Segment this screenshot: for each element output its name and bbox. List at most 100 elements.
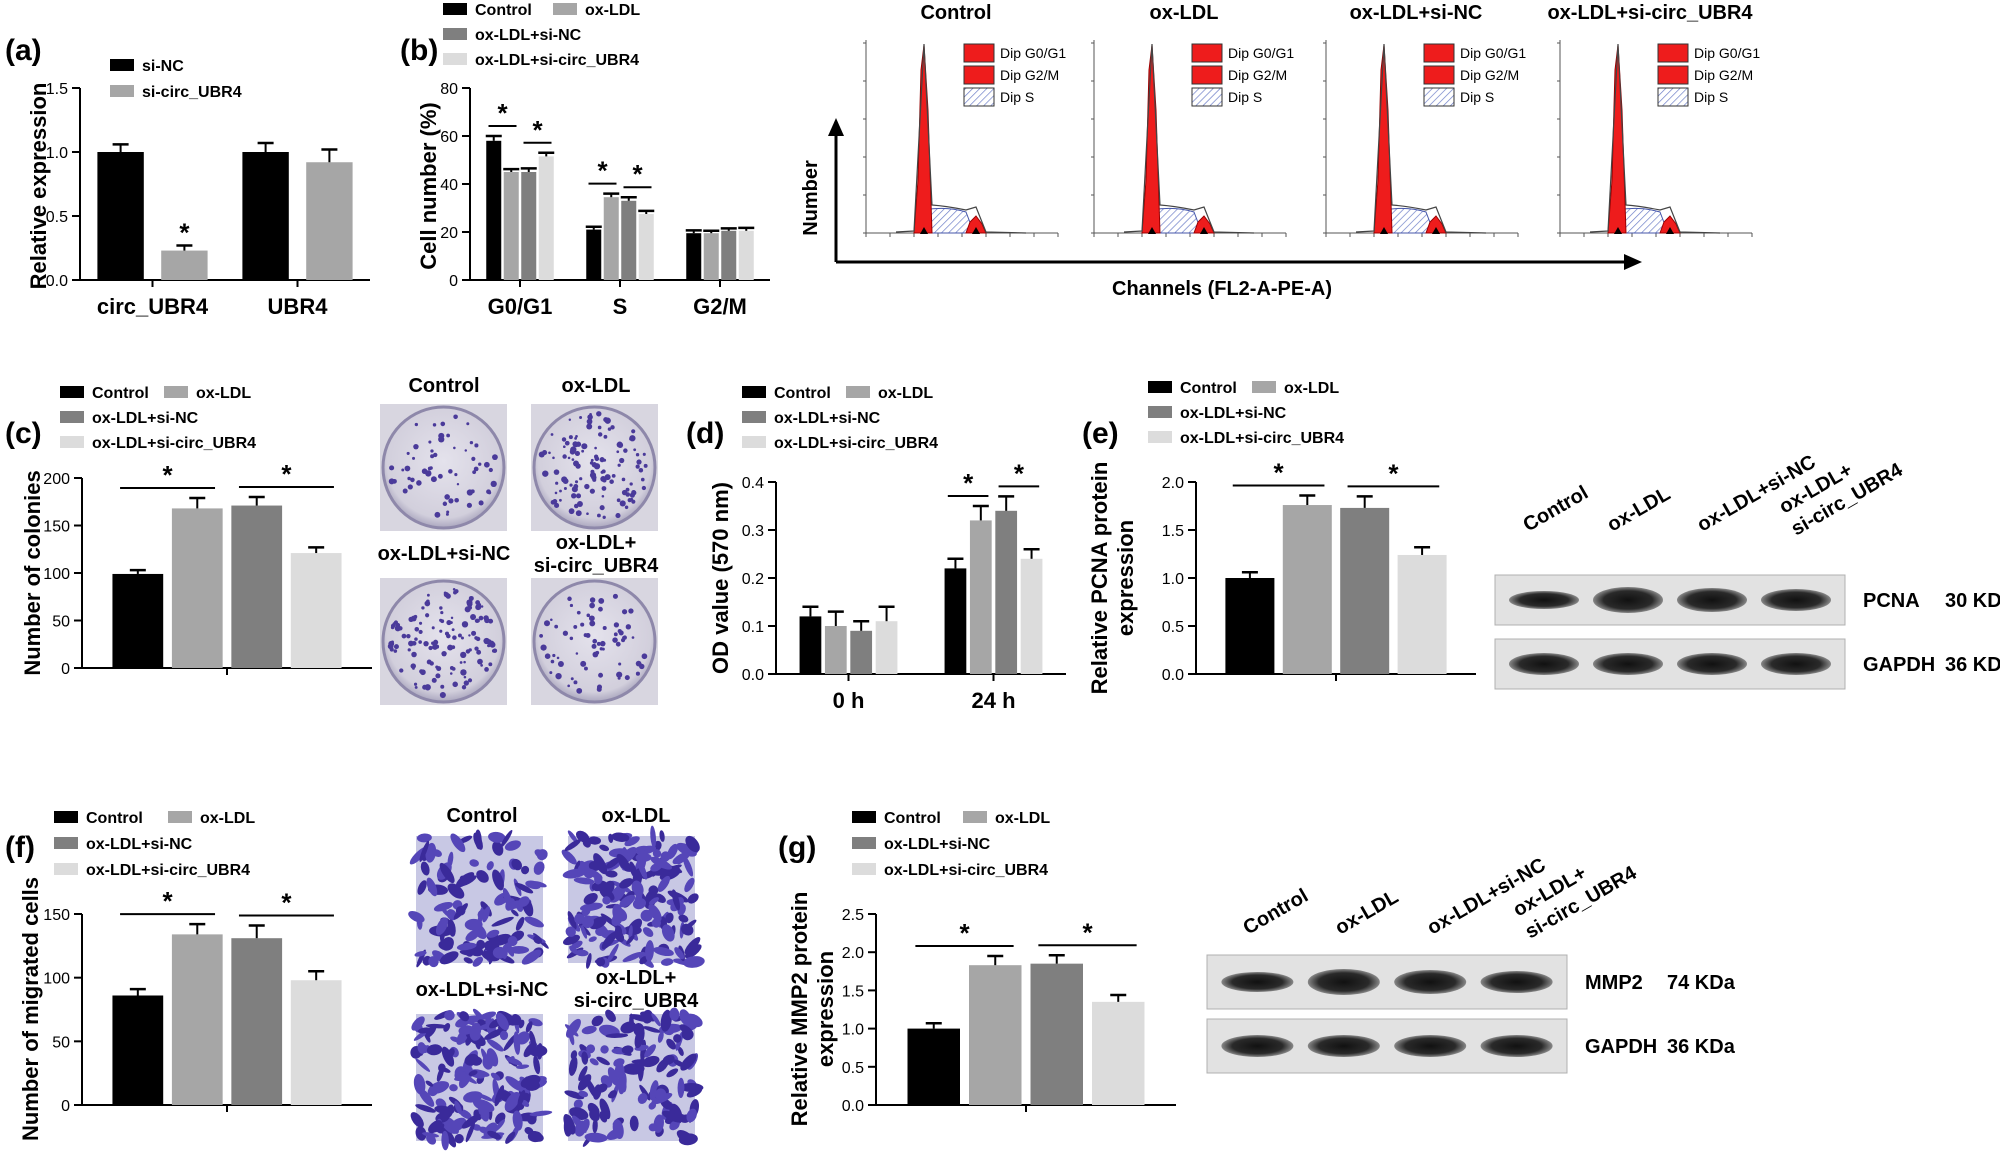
migrated-cell [639,956,649,965]
colony [594,446,597,450]
protein-band [1480,1035,1553,1057]
colony [474,636,479,640]
colony [616,450,620,454]
bar [171,508,223,668]
migrated-cell [518,896,530,907]
significance-star: * [162,460,173,490]
colony [555,673,562,680]
colony [561,437,567,442]
colony [642,452,646,456]
colony [602,479,607,483]
migrated-cell [525,880,541,890]
flow-legend-swatch [1423,87,1455,107]
flow-group-title: ox-LDL+si-circ_UBR4 [1547,2,1753,24]
colony [390,625,395,630]
legend-label: Control [92,385,149,402]
panel-label: (a) [5,34,42,67]
flow-legend-label: Dip G2/M [1000,67,1059,83]
colony [589,602,595,609]
y-tick-label: 0.1 [742,619,764,636]
migrated-cell [588,861,601,871]
migrated-cell [564,1024,579,1037]
colony [414,637,418,641]
peak-marker [1614,227,1622,234]
colony [638,467,644,473]
colony [621,489,628,496]
flow-y-arrow [828,118,844,136]
migrated-cell [417,880,427,895]
colony [389,465,395,471]
protein-band [1221,972,1294,992]
protein-label: GAPDH [1585,1036,1657,1058]
flow-legend-swatch [1657,65,1689,85]
migrated-cell [507,936,518,947]
bar [231,938,283,1105]
migrated-cell [687,893,699,904]
peak-marker [1432,227,1440,234]
peak-marker [920,227,928,234]
migrated-cell [573,877,595,885]
colony [449,621,453,625]
chart-b: (b) 0 20 40 60 80 Cell number (%) G0/G1 S G2/M * * *… [400,2,770,319]
colony [468,634,471,637]
legend-swatch [1148,406,1172,418]
migrated-cell [499,1030,509,1041]
colony [431,677,437,683]
colony [459,661,463,664]
colony [562,478,569,484]
migrated-cell [601,931,617,950]
colony [568,435,573,440]
migrated-cell [504,1091,521,1112]
image-label: si-circ_UBR4 [534,555,659,577]
migrated-cell [657,1031,664,1043]
migrated-cell [492,869,504,891]
colony [446,433,451,438]
colony [420,669,426,676]
colony [414,626,420,632]
migrated-cell [649,897,660,905]
flow-legend-swatch [1423,65,1455,85]
colony [639,663,645,670]
flow-legend-label: Dip G2/M [1460,67,1519,83]
colony [589,620,596,627]
migrated-cell [521,949,542,965]
migrated-cell [449,1084,458,1092]
colony [598,432,603,437]
migrated-cell [624,836,640,847]
migrated-cell [415,1104,436,1113]
colony [602,515,606,519]
legend-label: ox-LDL [200,810,255,827]
dip-g2m-peak [1659,215,1681,234]
bar [969,965,1022,1105]
migrated-cell [463,957,473,964]
migrated-cell [573,1099,583,1109]
colony [468,595,474,601]
protein-band [1509,653,1579,675]
migrated-cell [459,875,467,883]
migrated-cell [621,1045,634,1055]
colony [601,486,607,491]
colony [404,465,411,472]
colony [607,427,612,431]
migrated-cell [415,1126,427,1141]
western-blot-mmp2: Control ox-LDL ox-LDL+si-NCox-LDL+si-circ_… [1206,854,1736,1074]
colony [599,640,606,647]
colony [473,466,479,472]
colony [445,512,449,516]
migrated-cell [524,916,544,928]
migrated-cell [660,958,674,966]
legend-swatch [60,411,84,423]
migrated-cell [684,877,695,893]
legend-label: ox-LDL+si-NC [86,836,193,853]
colony [617,676,621,680]
colony [596,513,601,518]
colony [476,649,482,655]
colony [610,425,615,430]
y-tick-label: 100 [43,971,70,988]
colony [616,498,621,503]
colony [597,425,602,430]
migrated-cell [591,1015,604,1027]
colony [471,630,477,636]
colony [633,448,637,452]
